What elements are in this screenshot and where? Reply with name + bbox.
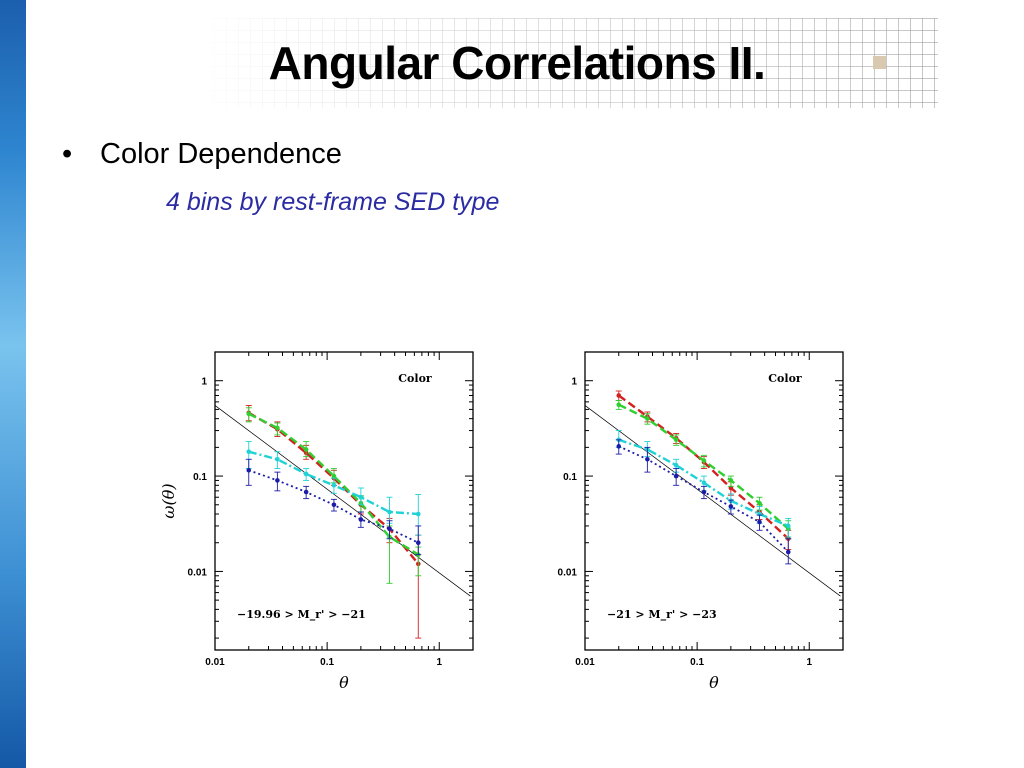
data-point [246, 467, 252, 473]
data-point [701, 458, 707, 463]
data-point [275, 478, 280, 483]
y-tick-label: 0.1 [193, 472, 207, 483]
bullet-marker: • [62, 138, 73, 170]
panel-label-bottom: −21 > M_r' > −23 [607, 608, 717, 622]
data-point [415, 540, 421, 546]
data-point [728, 485, 734, 491]
y-axis-title: ω(θ) [160, 483, 178, 518]
chart-panel-right: 0.01 0.1 1 0.01 0.1 1 θ Color −21 > M_r' > −23 [530, 340, 860, 700]
chart-panel-left: 0.01 0.1 1 0.01 0.1 1 θ ω(θ) Color −19.96 > M_r' … [160, 340, 490, 700]
axis-ticks [214, 351, 474, 650]
data-point [387, 526, 392, 532]
data-point [645, 416, 650, 421]
plot-frame [214, 351, 474, 651]
data-point [785, 523, 791, 529]
data-point [616, 393, 622, 398]
data-point [616, 444, 622, 449]
data-point [387, 509, 392, 515]
x-tick-label: 0.01 [205, 657, 225, 668]
data-point [415, 511, 421, 517]
data-point [358, 494, 364, 500]
data-point [331, 483, 337, 488]
x-axis-title: θ [709, 673, 719, 692]
bullet-item: • Color Dependence [62, 138, 342, 171]
data-point [616, 402, 622, 408]
data-point [701, 480, 707, 486]
plot-frame [584, 351, 844, 651]
data-point [246, 449, 252, 455]
x-tick-label: 0.1 [320, 657, 334, 668]
grid-decoration [190, 18, 938, 108]
y-tick-label: 0.01 [188, 567, 208, 578]
y-tick-label: 0.1 [563, 472, 577, 483]
chart-left-svg: 0.01 0.1 1 0.01 0.1 1 θ ω(θ) Color −19.96 > M_r' … [160, 351, 474, 692]
data-point [246, 411, 252, 417]
data-point [757, 519, 762, 525]
series-blue [245, 458, 422, 556]
data-point [701, 489, 707, 495]
slide-title: Angular Correlations II. [268, 37, 766, 89]
y-tick-label: 1 [571, 377, 577, 388]
y-tick-label: 1 [201, 377, 207, 388]
data-point [645, 456, 650, 462]
data-point [673, 462, 679, 468]
data-point [785, 549, 791, 555]
data-point [728, 478, 734, 483]
sub-bullet-text: 4 bins by rest-frame SED type [166, 188, 500, 216]
series-blue [615, 439, 792, 565]
data-point [757, 500, 762, 506]
data-point [275, 456, 280, 462]
data-point [331, 473, 337, 479]
data-point [331, 502, 337, 508]
x-tick-label: 1 [806, 657, 812, 668]
data-point [275, 425, 280, 431]
y-tick-label: 0.01 [558, 567, 578, 578]
panel-label-top: Color [398, 372, 432, 385]
data-point [303, 489, 309, 495]
reference-power-law-line [214, 405, 471, 597]
x-tick-label: 1 [436, 657, 442, 668]
bullet-text: Color Dependence [100, 138, 342, 170]
panel-label-bottom: −19.96 > M_r' > −21 [237, 608, 366, 622]
axis-ticks [584, 351, 844, 650]
data-point [728, 504, 734, 509]
accent-sidebar [0, 0, 26, 768]
data-point [673, 437, 679, 443]
data-point [303, 447, 309, 452]
x-tick-label: 0.01 [575, 657, 595, 668]
data-point [673, 473, 679, 479]
x-axis-title: θ [339, 673, 349, 692]
chart-right-svg: 0.01 0.1 1 0.01 0.1 1 θ Color −21 > M_r' > −23 [558, 351, 844, 692]
reference-power-law-line [584, 405, 841, 597]
data-point [303, 471, 309, 477]
data-point [358, 517, 364, 522]
panel-label-top: Color [768, 372, 802, 385]
grid-accent-square [873, 56, 886, 69]
x-tick-label: 0.1 [690, 657, 704, 668]
